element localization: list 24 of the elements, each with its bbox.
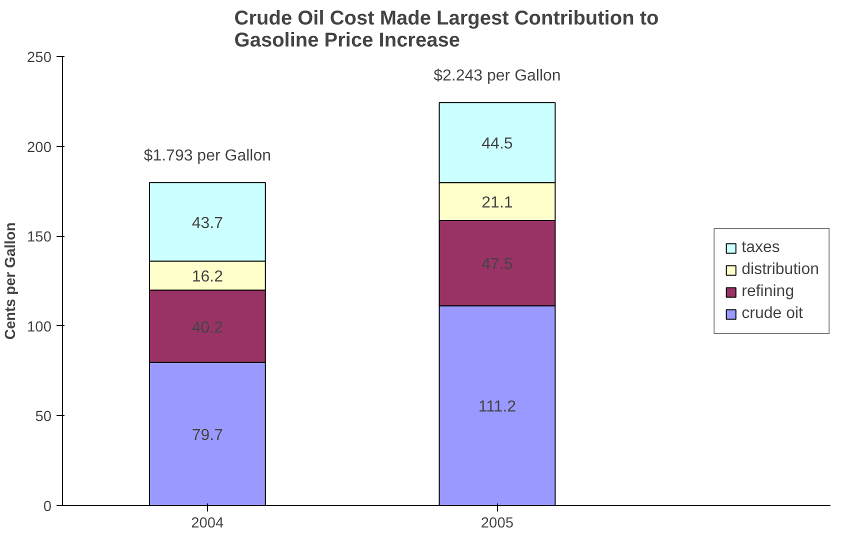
annotation: $1.793 per Gallon xyxy=(144,148,272,165)
legend-label: distribution xyxy=(742,260,819,278)
y-tick-label: 250 xyxy=(27,50,52,66)
data-label: 43.7 xyxy=(192,214,224,232)
legend-label: refining xyxy=(742,282,794,300)
data-label: 111.2 xyxy=(478,398,516,416)
y-tick-label: 150 xyxy=(27,230,52,246)
data-label: 44.5 xyxy=(482,136,513,153)
y-tick-label: 0 xyxy=(43,499,52,515)
y-axis-title: Cents per Gallon xyxy=(3,222,20,340)
data-label: 79.7 xyxy=(192,426,224,444)
y-tick-label: 50 xyxy=(35,409,52,426)
chart-title: Crude Oil Cost Made Largest Contribution to Gasoline Price Increase xyxy=(234,8,659,52)
legend-label: crude oit xyxy=(742,304,803,322)
y-tick-label: 200 xyxy=(27,140,52,156)
annotation: $2.243 per Gallon xyxy=(434,68,561,85)
data-label: 47.5 xyxy=(482,256,513,274)
x-tick-label: 2004 xyxy=(191,516,224,532)
legend-label: taxes xyxy=(742,238,780,256)
y-tick-label: 100 xyxy=(27,319,52,336)
data-label: 21.1 xyxy=(482,194,513,212)
data-label: 16.2 xyxy=(192,268,224,286)
x-tick-label: 2005 xyxy=(480,516,514,532)
data-label: 40.2 xyxy=(192,319,224,336)
